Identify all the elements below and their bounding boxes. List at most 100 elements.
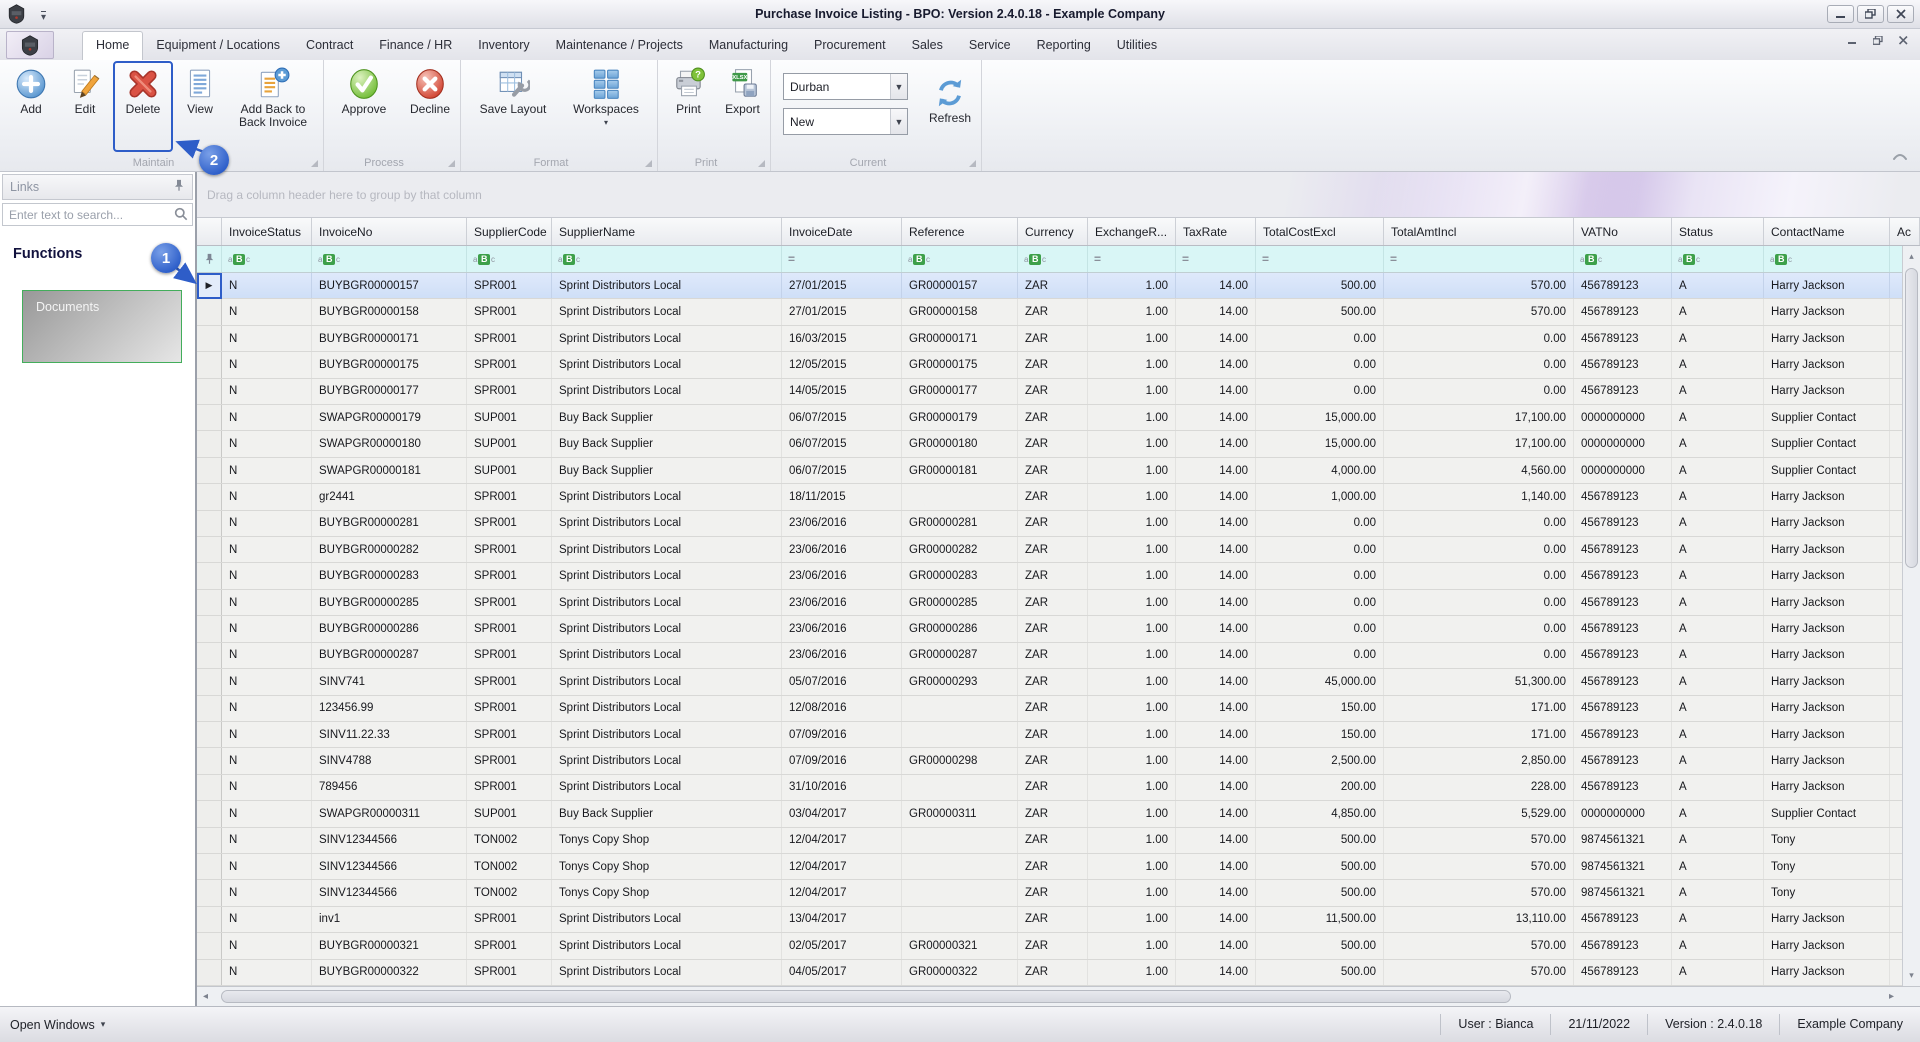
grid-cell[interactable]: N [222, 484, 312, 510]
grid-cell[interactable]: 14.00 [1176, 959, 1256, 985]
grid-cell[interactable]: 14.00 [1176, 537, 1256, 563]
row-indicator[interactable] [197, 748, 222, 774]
grid-cell[interactable]: ZAR [1018, 642, 1088, 669]
grid-cell[interactable]: A [1672, 484, 1764, 510]
grid-cell[interactable]: 500.00 [1256, 880, 1384, 906]
grid-cell[interactable]: 456789123 [1574, 748, 1672, 774]
grid-cell[interactable]: 14.00 [1176, 325, 1256, 352]
row-indicator[interactable] [197, 589, 222, 616]
grid-cell[interactable]: A [1672, 721, 1764, 748]
grid-cell[interactable]: GR00000287 [902, 642, 1018, 669]
horizontal-scrollbar[interactable]: ◂ ▸ [197, 986, 1920, 1006]
grid-cell[interactable]: 500.00 [1256, 959, 1384, 985]
grid-cell[interactable]: 17,100.00 [1384, 431, 1574, 457]
grid-cell[interactable]: A [1672, 378, 1764, 405]
grid-cell[interactable]: SWAPGR00000311 [312, 801, 467, 827]
grid-cell[interactable]: 1.00 [1088, 563, 1176, 589]
grid-cell[interactable]: 14.00 [1176, 642, 1256, 669]
grid-cell[interactable]: 0.00 [1384, 537, 1574, 563]
row-indicator[interactable] [197, 457, 222, 484]
grid-cell[interactable]: 27/01/2015 [782, 273, 902, 299]
grid-cell[interactable]: Sprint Distributors Local [552, 273, 782, 299]
grid-cell[interactable]: 14.00 [1176, 801, 1256, 827]
decline-button[interactable]: Decline [401, 64, 459, 116]
grid-cell[interactable]: 14.00 [1176, 827, 1256, 853]
grid-cell[interactable]: 570.00 [1384, 827, 1574, 853]
filter-cell-exchanger[interactable]: = [1088, 246, 1176, 272]
grid-cell[interactable]: 789456 [312, 774, 467, 801]
grid-cell[interactable]: 31/10/2016 [782, 774, 902, 801]
grid-cell[interactable]: ZAR [1018, 457, 1088, 484]
grid-cell[interactable]: N [222, 642, 312, 669]
grid-cell[interactable]: Harry Jackson [1764, 748, 1890, 774]
grid-cell[interactable]: BUYBGR00000321 [312, 933, 467, 959]
tab-home[interactable]: Home [82, 31, 144, 60]
grid-cell[interactable]: 0.00 [1256, 589, 1384, 616]
grid-cell[interactable]: ZAR [1018, 325, 1088, 352]
grid-cell[interactable]: GR00000298 [902, 748, 1018, 774]
grid-cell[interactable]: SPR001 [467, 721, 552, 748]
add-button[interactable]: Add [5, 64, 57, 116]
grid-cell[interactable]: 14.00 [1176, 484, 1256, 510]
grid-cell[interactable]: 456789123 [1574, 589, 1672, 616]
app-icon[interactable] [6, 3, 27, 30]
grid-cell[interactable]: A [1672, 589, 1764, 616]
grid-cell[interactable]: Harry Jackson [1764, 906, 1890, 933]
row-indicator[interactable] [197, 325, 222, 352]
grid-cell[interactable]: Sprint Distributors Local [552, 748, 782, 774]
grid-cell[interactable]: 456789123 [1574, 484, 1672, 510]
grid-cell[interactable]: 456789123 [1574, 510, 1672, 537]
grid-cell[interactable]: 07/09/2016 [782, 721, 902, 748]
grid-cell[interactable]: ZAR [1018, 273, 1088, 299]
row-indicator[interactable] [197, 563, 222, 589]
grid-cell[interactable]: Buy Back Supplier [552, 801, 782, 827]
grid-cell[interactable]: SPR001 [467, 299, 552, 325]
grid-cell[interactable]: N [222, 273, 312, 299]
grid-cell[interactable]: 2,850.00 [1384, 748, 1574, 774]
column-header-suppliercode[interactable]: SupplierCode [467, 218, 552, 245]
grid-cell[interactable]: 0000000000 [1574, 405, 1672, 431]
grid-cell[interactable]: 0.00 [1256, 642, 1384, 669]
grid-cell[interactable]: BUYBGR00000286 [312, 616, 467, 642]
grid-cell[interactable]: SINV741 [312, 669, 467, 695]
grid-cell[interactable]: ZAR [1018, 774, 1088, 801]
grid-cell[interactable]: A [1672, 933, 1764, 959]
grid-cell[interactable]: 1,140.00 [1384, 484, 1574, 510]
grid-cell[interactable]: SPR001 [467, 484, 552, 510]
grid-cell[interactable]: 23/06/2016 [782, 589, 902, 616]
grid-cell[interactable]: A [1672, 801, 1764, 827]
tab-procurement[interactable]: Procurement [814, 38, 886, 52]
row-indicator[interactable] [197, 299, 222, 325]
grid-cell[interactable]: A [1672, 537, 1764, 563]
grid-cell[interactable]: N [222, 853, 312, 880]
grid-cell[interactable]: 456789123 [1574, 352, 1672, 378]
column-header-reference[interactable]: Reference [902, 218, 1018, 245]
grid-cell[interactable]: ZAR [1018, 721, 1088, 748]
grid-cell[interactable]: 1.00 [1088, 484, 1176, 510]
grid-cell[interactable]: 15,000.00 [1256, 431, 1384, 457]
grid-cell[interactable]: SPR001 [467, 510, 552, 537]
grid-cell[interactable]: SPR001 [467, 537, 552, 563]
delete-button[interactable]: Delete [113, 64, 173, 116]
edit-button[interactable]: Edit [59, 64, 111, 116]
grid-cell[interactable]: 1.00 [1088, 431, 1176, 457]
table-row[interactable]: N SINV4788 SPR001 Sprint Distributors Local… [197, 748, 1920, 775]
grid-cell[interactable]: SPR001 [467, 906, 552, 933]
grid-cell[interactable]: 456789123 [1574, 273, 1672, 299]
grid-cell[interactable]: 23/06/2016 [782, 563, 902, 589]
grid-cell[interactable]: A [1672, 325, 1764, 352]
grid-cell[interactable]: ZAR [1018, 589, 1088, 616]
grid-cell[interactable]: BUYBGR00000287 [312, 642, 467, 669]
column-header-totalamtincl[interactable]: TotalAmtIncl [1384, 218, 1574, 245]
table-row[interactable]: N 123456.99 SPR001 Sprint Distributors Loca… [197, 695, 1920, 722]
grid-cell[interactable]: TON002 [467, 880, 552, 906]
search-icon[interactable] [174, 207, 188, 226]
save-layout-button[interactable]: Save Layout [466, 64, 560, 116]
table-row[interactable]: N BUYBGR00000171 SPR001 Sprint Distributors… [197, 325, 1920, 353]
grid-cell[interactable]: 0000000000 [1574, 431, 1672, 457]
grid-cell[interactable]: 456789123 [1574, 906, 1672, 933]
grid-cell[interactable]: SPR001 [467, 352, 552, 378]
site-dropdown[interactable]: Durban ▼ [783, 73, 908, 100]
grid-cell[interactable]: 1.00 [1088, 352, 1176, 378]
